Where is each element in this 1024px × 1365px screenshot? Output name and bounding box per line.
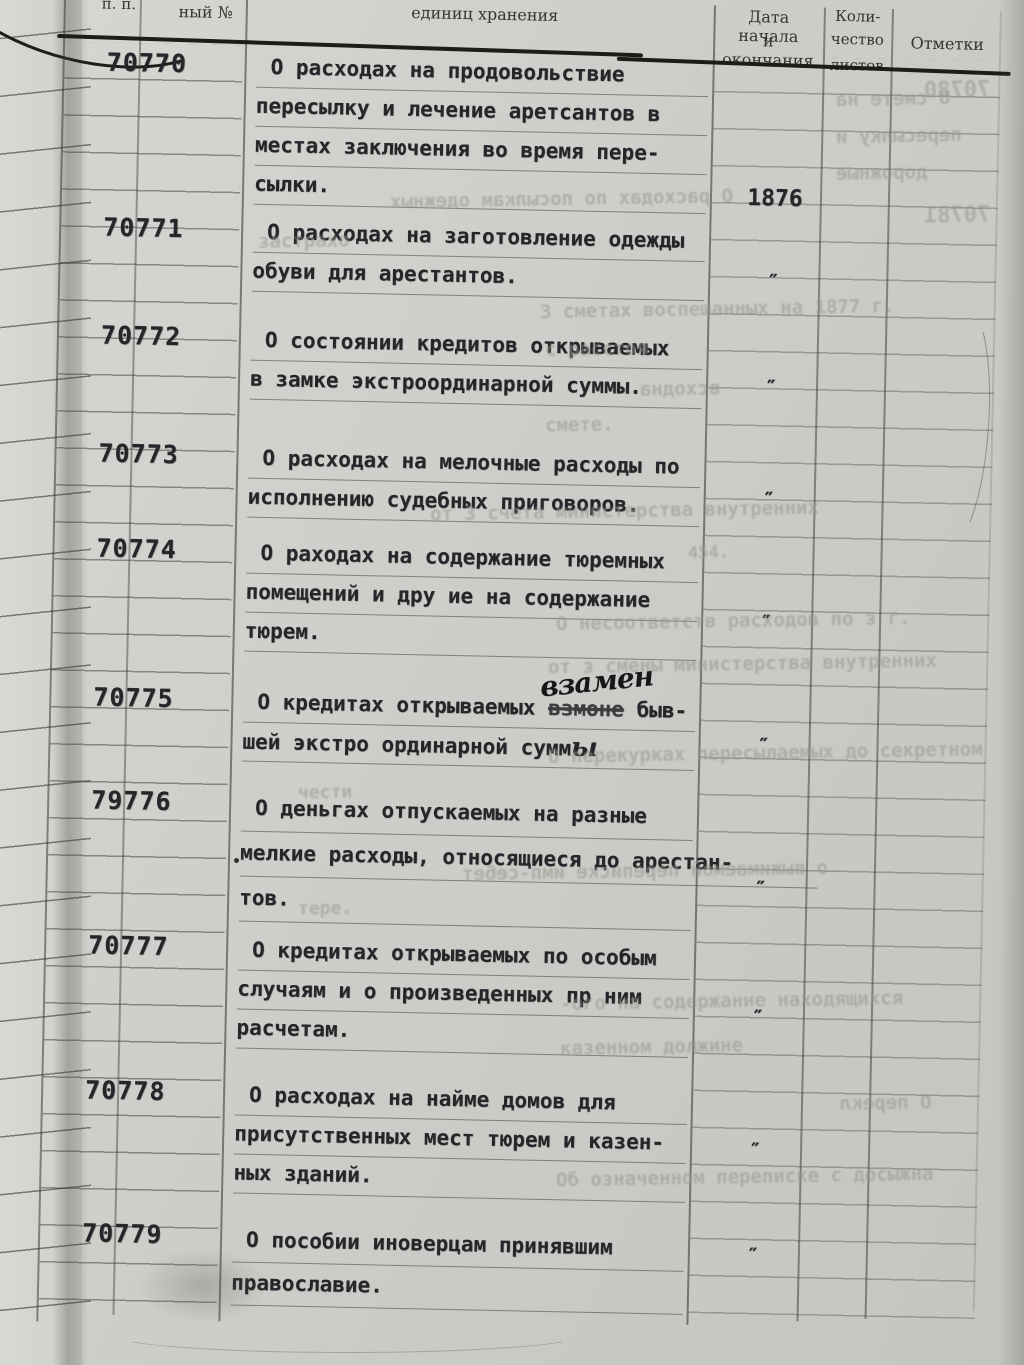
bleedthrough-line: пересылку и [835,123,963,149]
adjacent-page-edge [0,0,91,1365]
binding-gutter-shadow [52,0,88,1365]
bleedthrough-line: 454. [687,542,730,564]
entry-title: О раходах на содержание тюремных помещен… [244,534,699,662]
entry-date-ditto: ″ [767,270,780,293]
entry-title-line: православие. [230,1262,684,1315]
entry-date-ditto: ″ [765,376,777,399]
entry-number: 70773 [98,438,180,470]
adjacent-page-ruling [0,18,91,1358]
header-number-column: ный № [178,2,234,23]
header-title-column: единиц хранения [411,2,559,26]
bleedthrough-line: смете. [544,413,614,437]
entry-date-ditto: ″ [746,1244,759,1267]
typed-text: О кредитах открываемых [257,689,536,720]
bleedthrough-line: казенном должине [559,1034,744,1060]
typed-text: быв- [636,697,688,723]
entry-number: 70770 [106,47,188,79]
entry-number: 70771 [102,212,184,244]
bleedthrough-line: О перекл [839,1091,932,1115]
entry-title: О расходах на заготовление одежды обуви … [251,213,706,302]
entry-date-ditto: ″ [749,1139,762,1162]
entry-number: 70778 [84,1075,166,1107]
entry-number: 70772 [100,320,182,352]
entry-title: О состоянии кредитов открываемых в замке… [249,321,704,410]
bleedthrough-line: чести [297,781,353,804]
entry-number: 70774 [96,533,178,565]
paper-crease [110,1316,584,1353]
bleedthrough-line: с расстоя [544,337,649,361]
ink-dot [234,858,239,863]
header-index-column: п. п. [101,0,137,14]
entry-number: 70775 [93,682,174,714]
smudge-mark [138,1248,268,1323]
entry-number: 70777 [87,930,169,962]
page-right-edge-shadow [998,0,1024,1365]
header-notes-column: Отметки [910,33,985,54]
bleedthrough-line: тере. [297,897,353,920]
entry-title-line: обуви для арестантов. [251,252,705,302]
bleedthrough-line: дорожные [835,161,928,185]
bleedthrough-line: застрахо [257,229,350,253]
entry-title: О пособии иноверцам принявшим православи… [230,1219,685,1315]
bleedthrough-number: 70781 [923,202,991,229]
entry-number: 70779 [81,1218,163,1249]
entry-title-line: в замке экстроординарной суммы. [249,360,703,410]
bleedthrough-line: всходна [639,377,721,401]
ledger-ruling-right [688,55,1001,1320]
header-sheets-line1: Коли- [835,6,881,26]
entry-number: 79776 [90,785,172,817]
bleedthrough-number: 70780 [923,77,991,104]
header-sheets-line2: чество [830,29,885,49]
typed-text: шей экстро ординарной сумм [242,729,572,761]
